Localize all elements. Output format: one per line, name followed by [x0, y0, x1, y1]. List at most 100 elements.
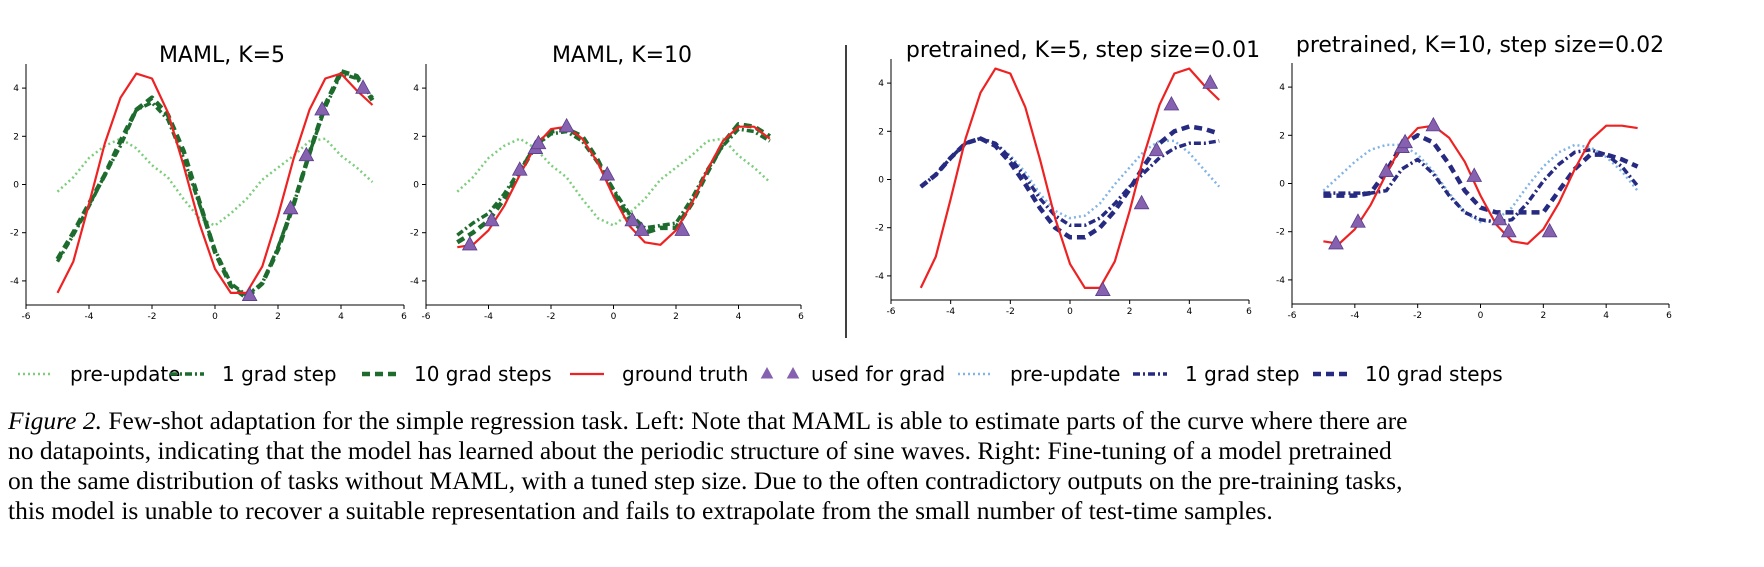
- x-tick-label: 2: [1540, 311, 1546, 321]
- series-10-grad-steps-line: [919, 124, 1220, 240]
- chart-title: MAML, K=10: [552, 43, 692, 68]
- y-tick-label: -2: [410, 229, 419, 239]
- x-tick-label: 6: [798, 312, 804, 322]
- used-for-grad-marker: [241, 286, 258, 301]
- y-tick-label: -2: [1276, 228, 1285, 238]
- figure-canvas: MAML, K=5 -6 -4 -2 0 2 4 6 -4 -2 0 2 4 MAML, K=10 -6 -4…: [10, 33, 1672, 386]
- legend-item-pre-update: pre-update: [18, 362, 180, 386]
- used-for-grad-marker: [483, 211, 500, 227]
- used-for-grad-marker: [1500, 222, 1517, 238]
- y-tick-label: -2: [875, 224, 884, 234]
- y-tick-label: 0: [1279, 180, 1285, 190]
- used-for-grad-marker: [1397, 133, 1413, 149]
- y-tick-label: 0: [878, 176, 884, 186]
- chart-title: pretrained, K=10, step size=0.02: [1296, 33, 1664, 58]
- y-tick-label: -4: [875, 272, 884, 282]
- used-for-grad-marker: [1094, 281, 1111, 296]
- x-tick-label: 2: [275, 312, 281, 322]
- legend: pre-update 1 grad step 10 grad steps ground…: [18, 362, 1503, 386]
- x-tick-label: 2: [673, 312, 679, 322]
- used-for-grad-marker: [1328, 234, 1344, 250]
- x-tick-label: -6: [1288, 311, 1297, 321]
- x-tick-label: -6: [422, 312, 431, 322]
- used-for-grad-marker: [1202, 74, 1219, 89]
- legend-label: pre-update: [70, 362, 180, 386]
- legend-item-10-grad-steps: 10 grad steps: [362, 362, 552, 386]
- legend-label: used for grad: [811, 362, 945, 386]
- x-tick-label: -2: [1006, 307, 1015, 317]
- used-for-grad-marker: [1466, 167, 1483, 182]
- used-for-grad-marker: [1350, 213, 1366, 228]
- y-tick-label: 2: [1279, 131, 1285, 141]
- y-tick-label: 4: [13, 84, 19, 94]
- y-tick-label: 4: [413, 84, 419, 94]
- legend-label: pre-update: [1010, 362, 1120, 386]
- x-tick-label: 0: [1067, 307, 1073, 317]
- legend-label: 10 grad steps: [414, 362, 552, 386]
- y-tick-label: -4: [410, 277, 419, 287]
- used-for-grad-marker: [530, 134, 547, 150]
- y-tick-label: -4: [1276, 276, 1285, 286]
- legend-marker: [760, 367, 774, 379]
- series-1-grad-step-line: [1323, 148, 1639, 224]
- used-for-grad-marker: [282, 199, 299, 215]
- used-for-grad-marker: [1541, 222, 1558, 238]
- legend-item-ground-truth: ground truth: [570, 362, 748, 386]
- used-for-grad-marker: [1378, 162, 1395, 178]
- figure-caption: Figure 2. Few-shot adaptation for the si…: [8, 406, 1760, 526]
- legend-item-1-grad-step: 1 grad step: [170, 362, 337, 386]
- legend-label: ground truth: [622, 362, 748, 386]
- x-tick-label: 6: [1666, 311, 1672, 321]
- series-10-grad-steps-line: [1323, 133, 1639, 215]
- y-tick-label: 2: [878, 127, 884, 137]
- series-ground-truth-line: [919, 67, 1220, 289]
- chart-title: pretrained, K=5, step size=0.01: [906, 38, 1260, 63]
- series-pre-update-line: [56, 137, 374, 227]
- chart-title: MAML, K=5: [159, 43, 285, 68]
- x-tick-label: -4: [484, 312, 493, 322]
- x-tick-label: 0: [611, 312, 617, 322]
- legend-label: 1 grad step: [1185, 362, 1300, 386]
- used-for-grad-marker: [633, 221, 650, 236]
- used-for-grad-marker: [461, 235, 478, 251]
- chart-panel-3: pretrained, K=5, step size=0.01 -6 -4 -2 0 2 4…: [875, 38, 1260, 317]
- y-tick-label: 0: [13, 181, 19, 191]
- series-1-grad-step-line: [456, 127, 771, 237]
- x-tick-label: 6: [1246, 307, 1252, 317]
- used-for-grad-marker: [558, 117, 575, 133]
- used-for-grad-marker: [1148, 141, 1165, 157]
- x-tick-label: 4: [1186, 307, 1192, 317]
- used-for-grad-marker: [1491, 210, 1508, 226]
- y-tick-label: 0: [413, 181, 419, 191]
- used-for-grad-marker: [355, 79, 371, 94]
- legend-marker: [786, 367, 800, 379]
- x-tick-label: -6: [887, 307, 896, 317]
- used-for-grad-marker: [674, 221, 691, 236]
- used-for-grad-marker: [1163, 95, 1180, 111]
- legend-label: 1 grad step: [222, 362, 337, 386]
- caption-line-3: on the same distribution of tasks withou…: [8, 466, 1403, 495]
- legend-item-10-grad-steps: 10 grad steps: [1313, 362, 1503, 386]
- x-tick-label: -2: [1413, 311, 1422, 321]
- series-pre-update-line: [920, 137, 1221, 220]
- x-tick-label: 4: [338, 312, 344, 322]
- x-tick-label: -4: [85, 312, 94, 322]
- used-for-grad-marker: [624, 211, 641, 227]
- x-tick-label: -6: [22, 312, 31, 322]
- x-tick-label: 6: [401, 312, 407, 322]
- caption-line-2: no datapoints, indicating that the model…: [8, 436, 1392, 465]
- caption-text-1: Few-shot adaptation for the simple regre…: [101, 406, 1408, 435]
- used-for-grad-marker: [298, 146, 315, 162]
- y-tick-label: 4: [1279, 83, 1285, 93]
- x-tick-label: -2: [148, 312, 157, 322]
- chart-panel-4: pretrained, K=10, step size=0.02 -6 -4 -2 0 2…: [1276, 33, 1672, 321]
- used-for-grad-marker: [314, 100, 330, 116]
- caption-label: Figure 2.: [8, 406, 102, 435]
- chart-panels: MAML, K=5 -6 -4 -2 0 2 4 6 -4 -2 0 2 4 MAML, K=10 -6 -4…: [10, 33, 1672, 322]
- legend-label: 10 grad steps: [1365, 362, 1503, 386]
- legend-item-used-for-grad: used for grad: [760, 362, 945, 386]
- y-tick-label: 2: [13, 132, 19, 142]
- y-tick-label: 2: [413, 132, 419, 142]
- chart-panel-1: MAML, K=5 -6 -4 -2 0 2 4 6 -4 -2 0 2 4: [10, 43, 407, 322]
- x-tick-label: 0: [1478, 311, 1484, 321]
